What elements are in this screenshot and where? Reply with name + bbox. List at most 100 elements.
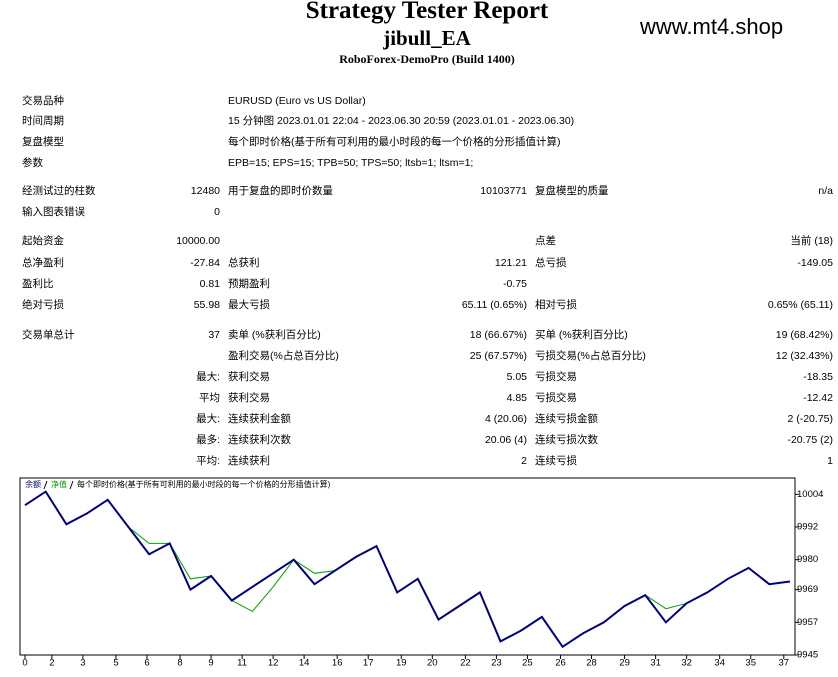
label-cell: 连续获利金额 bbox=[228, 413, 291, 425]
x-tick-label: 11 bbox=[237, 658, 247, 669]
ea-name: jibull_EA bbox=[383, 26, 471, 50]
value-cell: 4.85 bbox=[506, 392, 527, 404]
label-cell: 连续亏损次数 bbox=[535, 434, 598, 446]
value-cell: 1 bbox=[827, 455, 833, 467]
value-cell: 4 (20.06) bbox=[484, 413, 527, 425]
plot-frame bbox=[19, 477, 796, 656]
value-cell: 12 (32.43%) bbox=[775, 350, 833, 362]
x-tick-label: 19 bbox=[396, 658, 407, 669]
y-tick-label: 9957 bbox=[797, 617, 818, 628]
x-tick-label: 37 bbox=[779, 658, 790, 669]
x-tick-label: 2 bbox=[49, 658, 54, 669]
label-cell: 相对亏损 bbox=[535, 299, 577, 311]
x-tick-label: 28 bbox=[586, 658, 597, 669]
value-cell: 2 bbox=[521, 455, 527, 467]
label-cell: 总亏损 bbox=[535, 257, 567, 269]
value-cell: 最大: bbox=[196, 371, 220, 383]
value-cell: 2 (-20.75) bbox=[787, 413, 833, 425]
label-cell: 卖单 (%获利百分比) bbox=[228, 329, 321, 341]
value-cell: 25 (67.57%) bbox=[469, 350, 527, 362]
label-cell: 连续获利次数 bbox=[228, 434, 291, 446]
value-cell: 0 bbox=[214, 206, 220, 218]
value-cell: 55.98 bbox=[193, 299, 220, 311]
value-cell: 121.21 bbox=[494, 257, 527, 269]
value-cell: n/a bbox=[818, 185, 833, 197]
label-cell: 15 分钟图 2023.01.01 22:04 - 2023.06.30 20:… bbox=[228, 115, 575, 127]
label-cell: 经测试过的柱数 bbox=[22, 185, 96, 197]
series-line bbox=[24, 490, 791, 649]
value-cell: 18 (66.67%) bbox=[469, 329, 527, 341]
label-cell: EPB=15; EPS=15; TPB=50; TPS=50; ltsb=1; … bbox=[228, 157, 474, 169]
x-tick-label: 35 bbox=[745, 658, 756, 669]
value-cell: -0.75 bbox=[503, 278, 527, 290]
value-cell: 20.06 (4) bbox=[484, 434, 527, 446]
x-tick-label: 8 bbox=[177, 658, 182, 669]
label-cell: 连续获利 bbox=[228, 455, 270, 467]
report-title: Strategy Tester Report bbox=[305, 0, 549, 24]
value-cell: 65.11 (0.65%) bbox=[461, 299, 527, 311]
value-cell: -27.84 bbox=[190, 257, 220, 269]
value-cell: 平均 bbox=[199, 392, 220, 404]
label-cell: 亏损交易 bbox=[535, 392, 577, 404]
server: RoboForex-DemoPro (Build 1400) bbox=[339, 52, 515, 66]
x-tick-label: 29 bbox=[619, 658, 630, 669]
value-cell: 5.05 bbox=[506, 371, 527, 383]
x-tick-label: 3 bbox=[80, 658, 85, 669]
x-tick-label: 22 bbox=[460, 658, 471, 669]
x-tick-label: 34 bbox=[714, 658, 725, 669]
label-cell: 交易单总计 bbox=[22, 329, 75, 341]
value-cell: -20.75 (2) bbox=[787, 434, 833, 446]
label-cell: 绝对亏损 bbox=[22, 299, 64, 311]
x-tick-label: 9 bbox=[208, 658, 213, 669]
label-cell: 最大亏损 bbox=[228, 299, 270, 311]
label-cell: 交易品种 bbox=[22, 95, 64, 107]
value-cell: -12.42 bbox=[803, 392, 833, 404]
label-cell: 预期盈利 bbox=[228, 278, 270, 290]
x-tick-label: 16 bbox=[332, 658, 343, 669]
legend-separator bbox=[69, 480, 74, 490]
value-cell: 0.81 bbox=[199, 278, 220, 290]
x-tick-label: 17 bbox=[363, 658, 374, 669]
y-tick-label: 10004 bbox=[797, 489, 823, 500]
label-cell: 时间周期 bbox=[22, 115, 64, 127]
y-tick-label: 9992 bbox=[797, 522, 818, 533]
value-cell: 37 bbox=[208, 329, 220, 341]
label-cell: EURUSD (Euro vs US Dollar) bbox=[228, 95, 366, 107]
value-cell: 10103771 bbox=[480, 185, 527, 197]
x-tick-label: 12 bbox=[268, 658, 279, 669]
value-cell: 平均: bbox=[196, 455, 220, 467]
label-cell: 盈利交易(%占总百分比) bbox=[228, 350, 339, 362]
label-cell: 复盘模型的质量 bbox=[535, 185, 609, 197]
y-tick-label: 9969 bbox=[797, 584, 818, 595]
value-cell: 0.65% (65.11) bbox=[767, 299, 833, 311]
label-cell: 盈利比 bbox=[22, 278, 54, 290]
label-cell: 点差 bbox=[535, 235, 556, 247]
label-cell: 亏损交易(%占总百分比) bbox=[535, 350, 646, 362]
x-tick-label: 23 bbox=[491, 658, 502, 669]
y-tick-label: 9980 bbox=[797, 554, 818, 565]
value-cell: 10000.00 bbox=[176, 235, 220, 247]
value-cell: -18.35 bbox=[803, 371, 833, 383]
legend-separator bbox=[43, 480, 48, 490]
watermark: www.mt4.shop bbox=[640, 14, 784, 39]
value-cell: 最大: bbox=[196, 413, 220, 425]
label-cell: 连续亏损金额 bbox=[535, 413, 598, 425]
legend-entry: 余额 bbox=[25, 479, 41, 489]
label-cell: 复盘模型 bbox=[22, 136, 64, 148]
value-cell: 最多: bbox=[196, 434, 220, 446]
label-cell: 获利交易 bbox=[228, 392, 270, 404]
label-cell: 获利交易 bbox=[228, 371, 270, 383]
value-cell: 当前 (18) bbox=[790, 235, 833, 247]
x-tick-label: 26 bbox=[555, 658, 566, 669]
y-tick-label: 9945 bbox=[797, 650, 818, 661]
label-cell: 输入图表错误 bbox=[22, 206, 85, 218]
x-tick-label: 6 bbox=[144, 658, 149, 669]
x-tick-label: 20 bbox=[427, 658, 438, 669]
label-cell: 亏损交易 bbox=[535, 371, 577, 383]
x-tick-label: 25 bbox=[522, 658, 533, 669]
x-tick-label: 0 bbox=[22, 658, 27, 669]
label-cell: 用于复盘的即时价数量 bbox=[228, 185, 333, 197]
value-cell: 19 (68.42%) bbox=[775, 329, 833, 341]
